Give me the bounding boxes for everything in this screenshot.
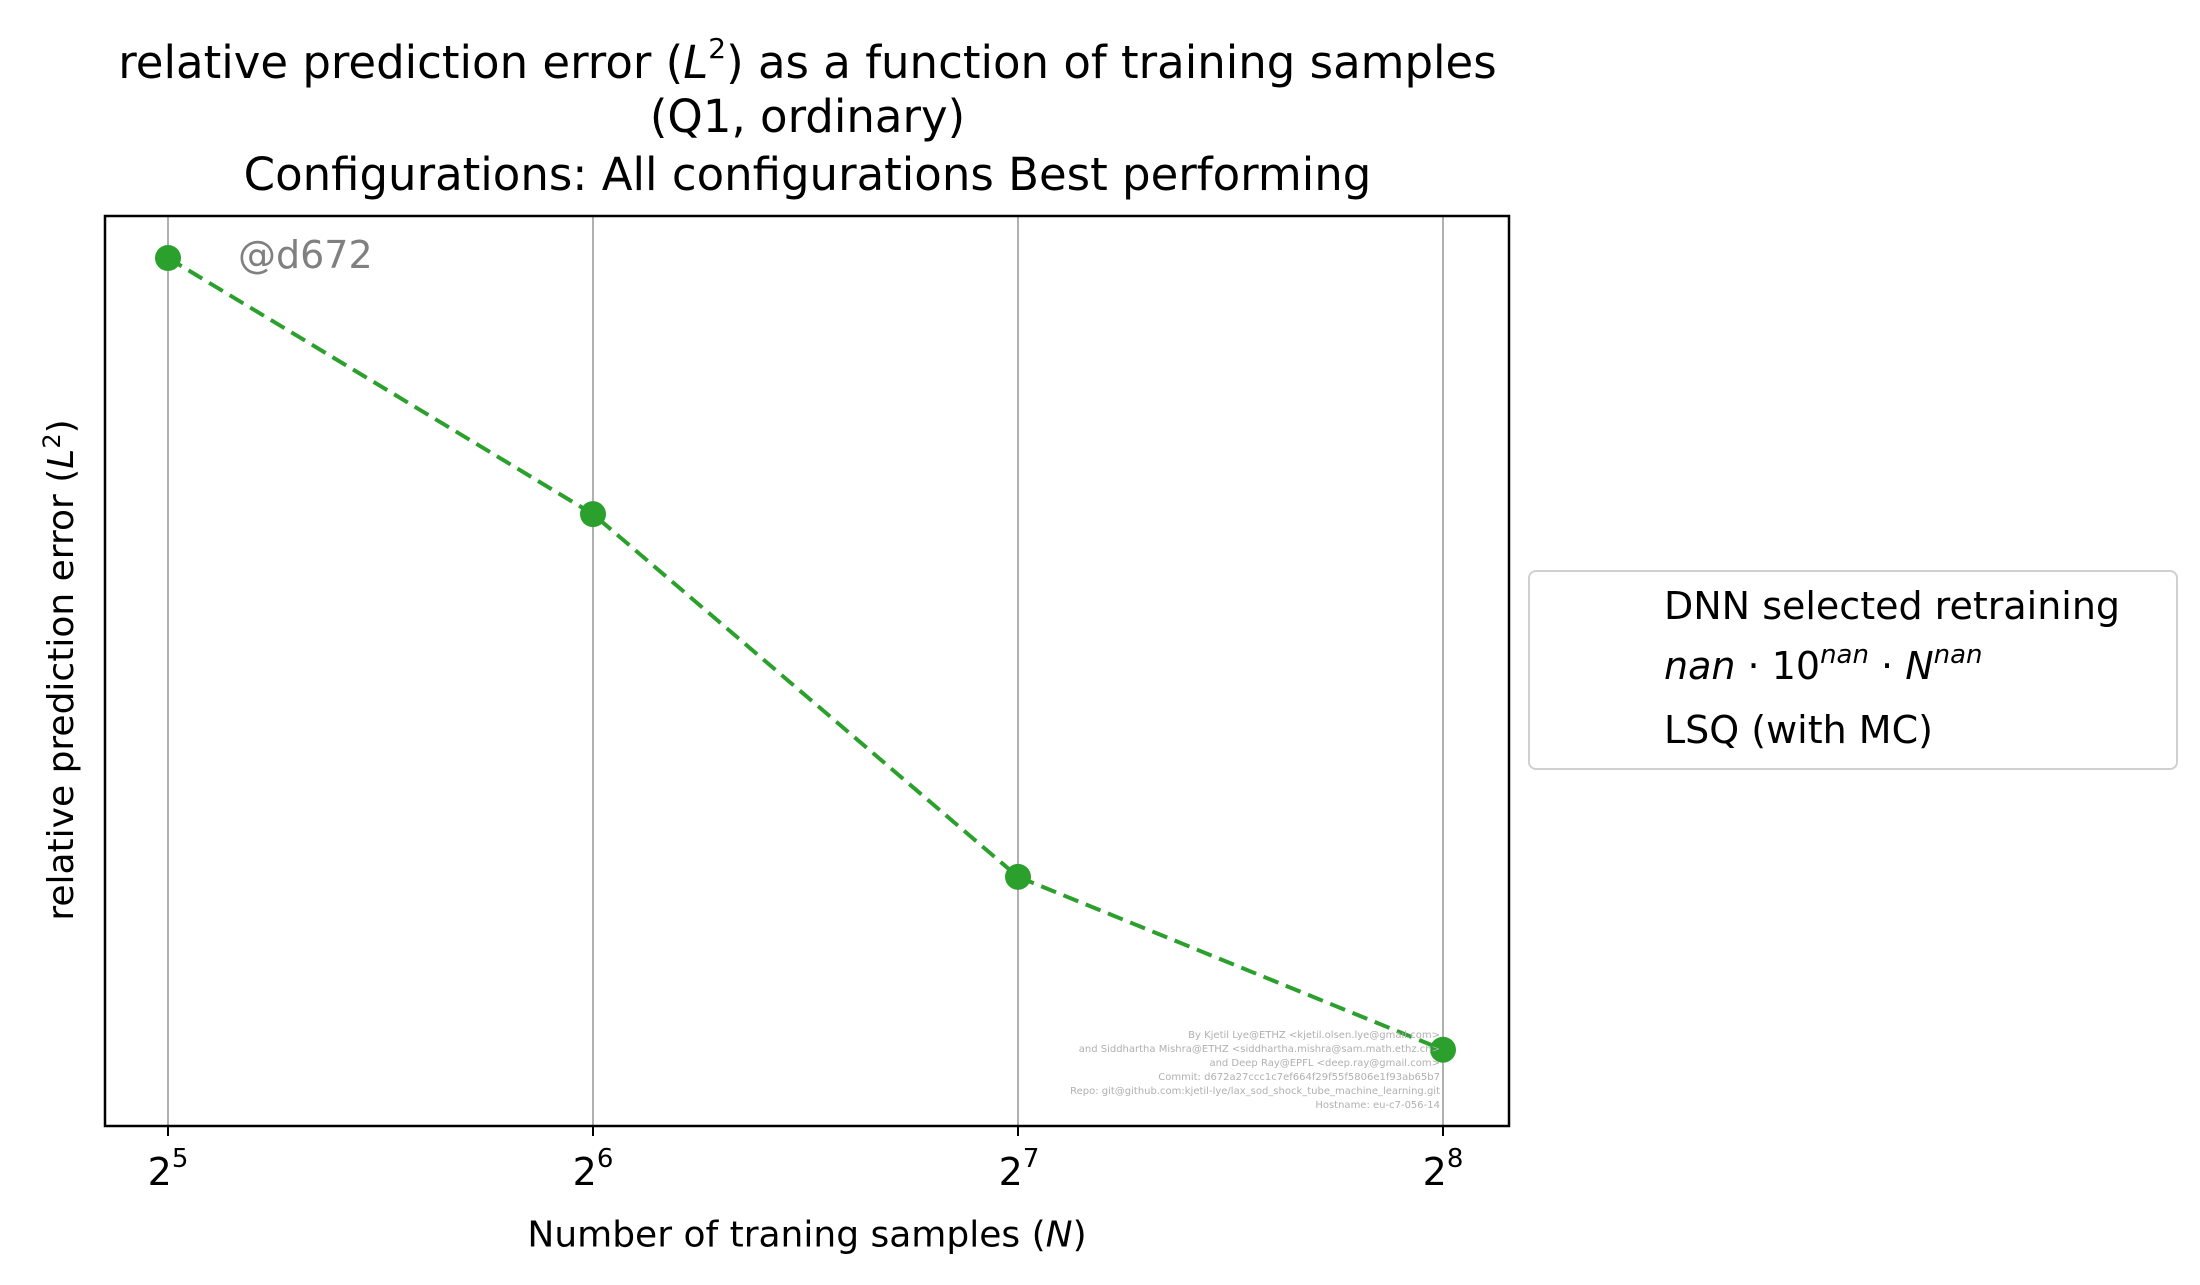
legend-label-fit: nan · 10nan · Nnan — [1664, 642, 1983, 688]
ylabel-text: relative prediction error ( — [41, 468, 82, 921]
title-text-a: relative prediction error ( — [118, 36, 684, 89]
tick-exp: 5 — [171, 1144, 189, 1174]
chart-title-line-3: Configurations: All configurations Best … — [243, 148, 1372, 201]
xlabel-var: N — [1045, 1214, 1073, 1256]
tick-base: 2 — [572, 1150, 597, 1194]
fit-dot: · — [1868, 644, 1906, 688]
legend-label-dnn: DNN selected retraining — [1664, 584, 2121, 628]
grid-lines — [167, 216, 1444, 1126]
ylabel-close: ) — [41, 419, 82, 434]
credits-line: Hostname: eu-c7-056-14 — [1315, 1100, 1440, 1111]
chart-title-line-1: relative prediction error (L2) as a func… — [0, 32, 1615, 89]
chart-title-line-2: (Q1, ordinary) — [649, 90, 966, 143]
fit-n: N — [1905, 644, 1934, 688]
legend: DNN selected retraining nan · 10nan · Nn… — [1528, 570, 2178, 770]
credits-block: By Kjetil Lye@ETHZ <kjetil.olsen.lye@gma… — [900, 1029, 1440, 1113]
xlabel-text: Number of traning samples ( — [527, 1214, 1046, 1256]
tick-base: 2 — [998, 1150, 1023, 1194]
title-text-b: ) as a function of training samples — [726, 36, 1497, 89]
x-tick-label-2-6: 26 — [572, 1146, 614, 1194]
fit-nan: nan — [1664, 644, 1736, 688]
series-lsq-line — [166, 256, 1444, 1052]
tick-exp: 8 — [1446, 1144, 1464, 1174]
x-tick-label-2-8: 28 — [1422, 1146, 1464, 1194]
series-lsq — [155, 245, 1456, 1063]
fit-dot-10: · 10 — [1735, 644, 1821, 688]
plot-frame — [103, 214, 1511, 1128]
credits-line: Commit: d672a27ccc1c7ef664f29f55f5806e1f… — [1158, 1072, 1440, 1083]
x-tick-label-2-5: 25 — [147, 1146, 189, 1194]
y-axis-label: relative prediction error (L2) — [38, 419, 82, 920]
tick-base: 2 — [1422, 1150, 1447, 1194]
fit-sup-1: nan — [1820, 640, 1869, 670]
title-sup: 2 — [708, 32, 727, 65]
credits-line: Repo: git@github.com:kjetil-lye/lax_sod_… — [1070, 1086, 1440, 1097]
legend-label-lsq: LSQ (with MC) — [1664, 708, 1933, 752]
xlabel-close: ) — [1072, 1214, 1087, 1256]
x-axis-label: Number of traning samples (N) — [527, 1215, 1086, 1256]
tick-exp: 7 — [1022, 1144, 1040, 1174]
credits-line: and Deep Ray@EPFL <deep.ray@gmail.com> — [1209, 1058, 1440, 1069]
tick-base: 2 — [147, 1150, 172, 1194]
fit-sup-2: nan — [1933, 640, 1983, 670]
series-lsq-point — [580, 501, 606, 528]
tick-exp: 6 — [596, 1144, 614, 1174]
series-lsq-point — [155, 245, 181, 271]
series-lsq-point — [1430, 1036, 1456, 1063]
commit-annotation: @d672 — [238, 233, 373, 277]
series-lsq-point — [1005, 863, 1031, 890]
x-tick-marks — [167, 1126, 1444, 1136]
title-var: L — [683, 36, 709, 89]
credits-line: By Kjetil Lye@ETHZ <kjetil.olsen.lye@gma… — [1188, 1030, 1440, 1041]
x-tick-label-2-7: 27 — [998, 1146, 1040, 1194]
credits-line: and Siddhartha Mishra@ETHZ <siddhartha.m… — [1078, 1044, 1440, 1055]
ylabel-var: L — [41, 448, 82, 469]
ylabel-sup: 2 — [38, 433, 66, 449]
